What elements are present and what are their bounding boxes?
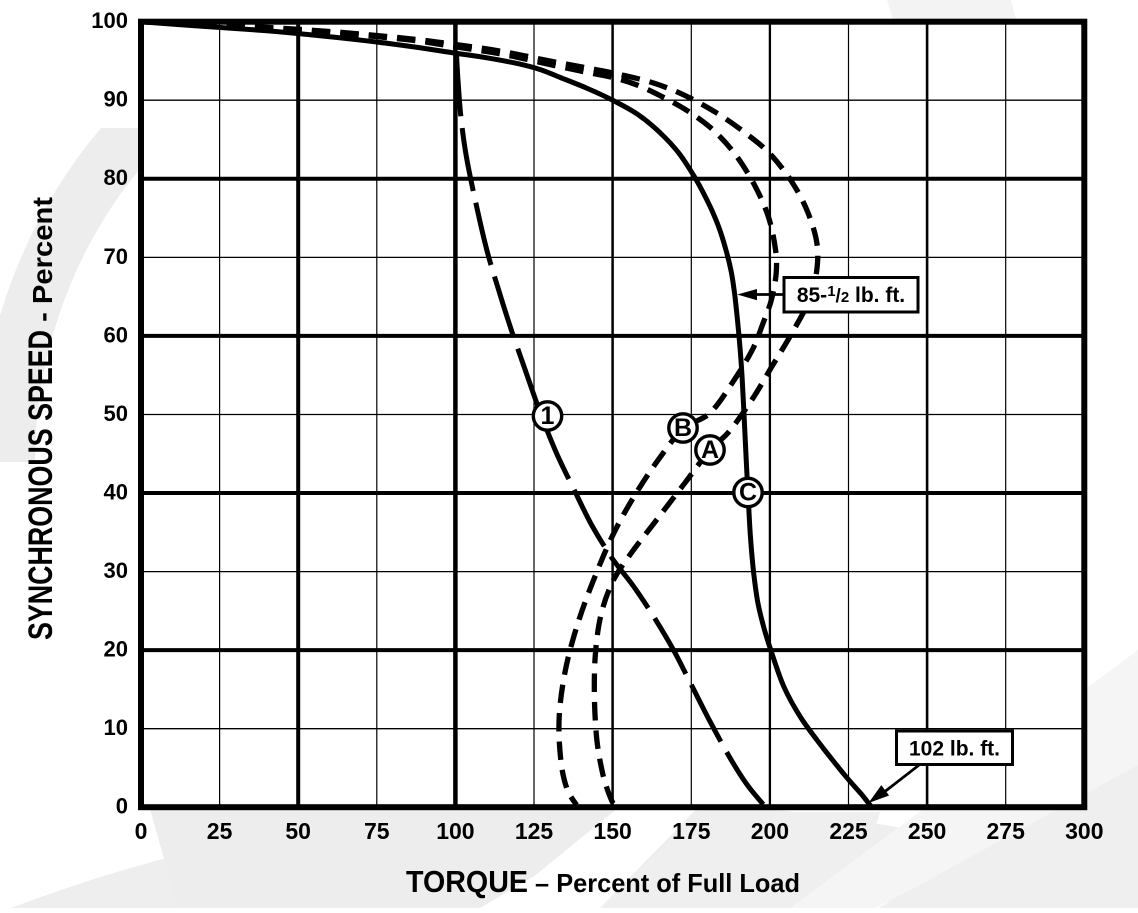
svg-text:10: 10 [104, 715, 128, 740]
svg-text:275: 275 [987, 818, 1026, 844]
svg-text:200: 200 [751, 818, 789, 844]
svg-text:50: 50 [104, 401, 128, 426]
svg-text:30: 30 [104, 558, 128, 583]
svg-text:0: 0 [135, 818, 148, 844]
svg-text:102 lb. ft.: 102 lb. ft. [909, 738, 1000, 761]
svg-text:TORQUE – Percent of Full Load: TORQUE – Percent of Full Load [406, 864, 800, 899]
svg-text:20: 20 [104, 637, 128, 662]
svg-text:85-1/2 lb. ft.: 85-1/2 lb. ft. [797, 283, 905, 307]
svg-text:SYNCHRONOUS SPEED - Percent: SYNCHRONOUS SPEED - Percent [22, 197, 60, 640]
svg-text:125: 125 [515, 818, 554, 844]
svg-text:50: 50 [285, 818, 311, 844]
svg-text:150: 150 [593, 818, 631, 844]
svg-text:100: 100 [91, 8, 128, 33]
svg-text:250: 250 [908, 818, 946, 844]
svg-text:40: 40 [104, 479, 128, 504]
svg-text:225: 225 [829, 818, 868, 844]
svg-text:B: B [674, 414, 692, 442]
svg-text:70: 70 [104, 244, 128, 269]
svg-text:100: 100 [436, 818, 474, 844]
svg-text:300: 300 [1065, 818, 1103, 844]
svg-text:175: 175 [672, 818, 711, 844]
svg-text:75: 75 [364, 818, 390, 844]
svg-text:80: 80 [104, 165, 128, 190]
svg-text:C: C [739, 479, 757, 507]
svg-text:60: 60 [104, 322, 128, 347]
svg-text:1: 1 [541, 402, 555, 430]
svg-text:0: 0 [116, 794, 128, 819]
svg-text:90: 90 [104, 87, 128, 112]
svg-text:A: A [701, 436, 719, 464]
svg-text:25: 25 [207, 818, 233, 844]
